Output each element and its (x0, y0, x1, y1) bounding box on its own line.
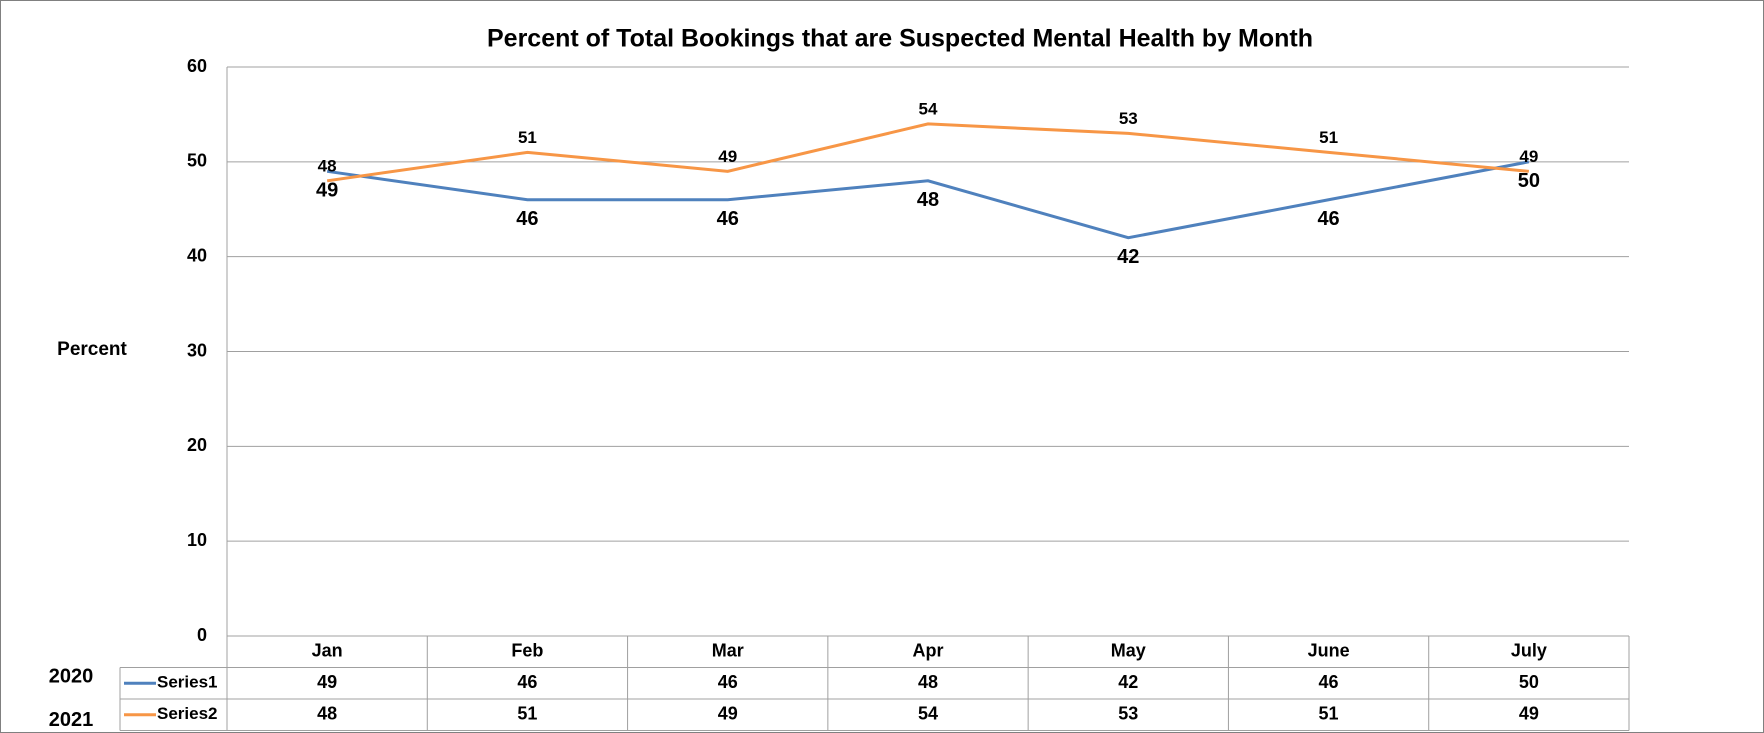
y-tick-label: 20 (187, 435, 207, 455)
table-value: 51 (517, 704, 537, 724)
data-label: 49 (718, 147, 737, 166)
table-value: 49 (1519, 704, 1539, 724)
series-year: 2020 (49, 666, 94, 688)
data-label: 48 (318, 156, 337, 175)
data-label: 49 (1519, 147, 1538, 166)
table-value: 51 (1319, 704, 1339, 724)
data-label: 46 (516, 208, 538, 230)
series-line (326, 160, 1530, 240)
data-label: 50 (1518, 170, 1540, 192)
data-label: 48 (917, 189, 939, 211)
data-label: 53 (1119, 109, 1138, 128)
data-label: 51 (1319, 128, 1338, 147)
data-label: 49 (316, 180, 338, 202)
table-value: 49 (317, 672, 337, 692)
y-tick-label: 30 (187, 340, 207, 360)
y-axis-label: Percent (57, 339, 127, 360)
table-value: 49 (718, 704, 738, 724)
x-tick-label: Apr (913, 641, 944, 661)
data-label: 46 (1317, 208, 1339, 230)
x-tick-label: Jan (312, 641, 343, 661)
data-label: 54 (919, 99, 938, 118)
table-value: 48 (918, 672, 938, 692)
table-value: 46 (517, 672, 537, 692)
series-year: 2021 (49, 709, 94, 731)
table-value: 54 (918, 704, 938, 724)
x-tick-label: July (1511, 641, 1547, 661)
table-value: 42 (1118, 672, 1138, 692)
x-tick-label: May (1111, 641, 1146, 661)
table-value: 48 (317, 704, 337, 724)
y-tick-label: 0 (197, 625, 207, 645)
table-value: 46 (718, 672, 738, 692)
y-tick-label: 40 (187, 245, 207, 265)
y-tick-label: 50 (187, 151, 207, 171)
data-label: 42 (1117, 246, 1139, 268)
table-value: 46 (1319, 672, 1339, 692)
y-tick-label: 60 (187, 56, 207, 76)
table-value: 50 (1519, 672, 1539, 692)
legend-label: Series1 (157, 673, 218, 692)
data-label: 51 (518, 128, 537, 147)
x-tick-label: June (1308, 641, 1350, 661)
table-value: 53 (1118, 704, 1138, 724)
y-tick-label: 10 (187, 530, 207, 550)
x-tick-label: Mar (712, 641, 744, 661)
data-label: 46 (717, 208, 739, 230)
x-tick-label: Feb (511, 641, 543, 661)
legend-label: Series2 (157, 704, 218, 723)
series-line (326, 122, 1530, 183)
chart-title: Percent of Total Bookings that are Suspe… (487, 25, 1313, 53)
